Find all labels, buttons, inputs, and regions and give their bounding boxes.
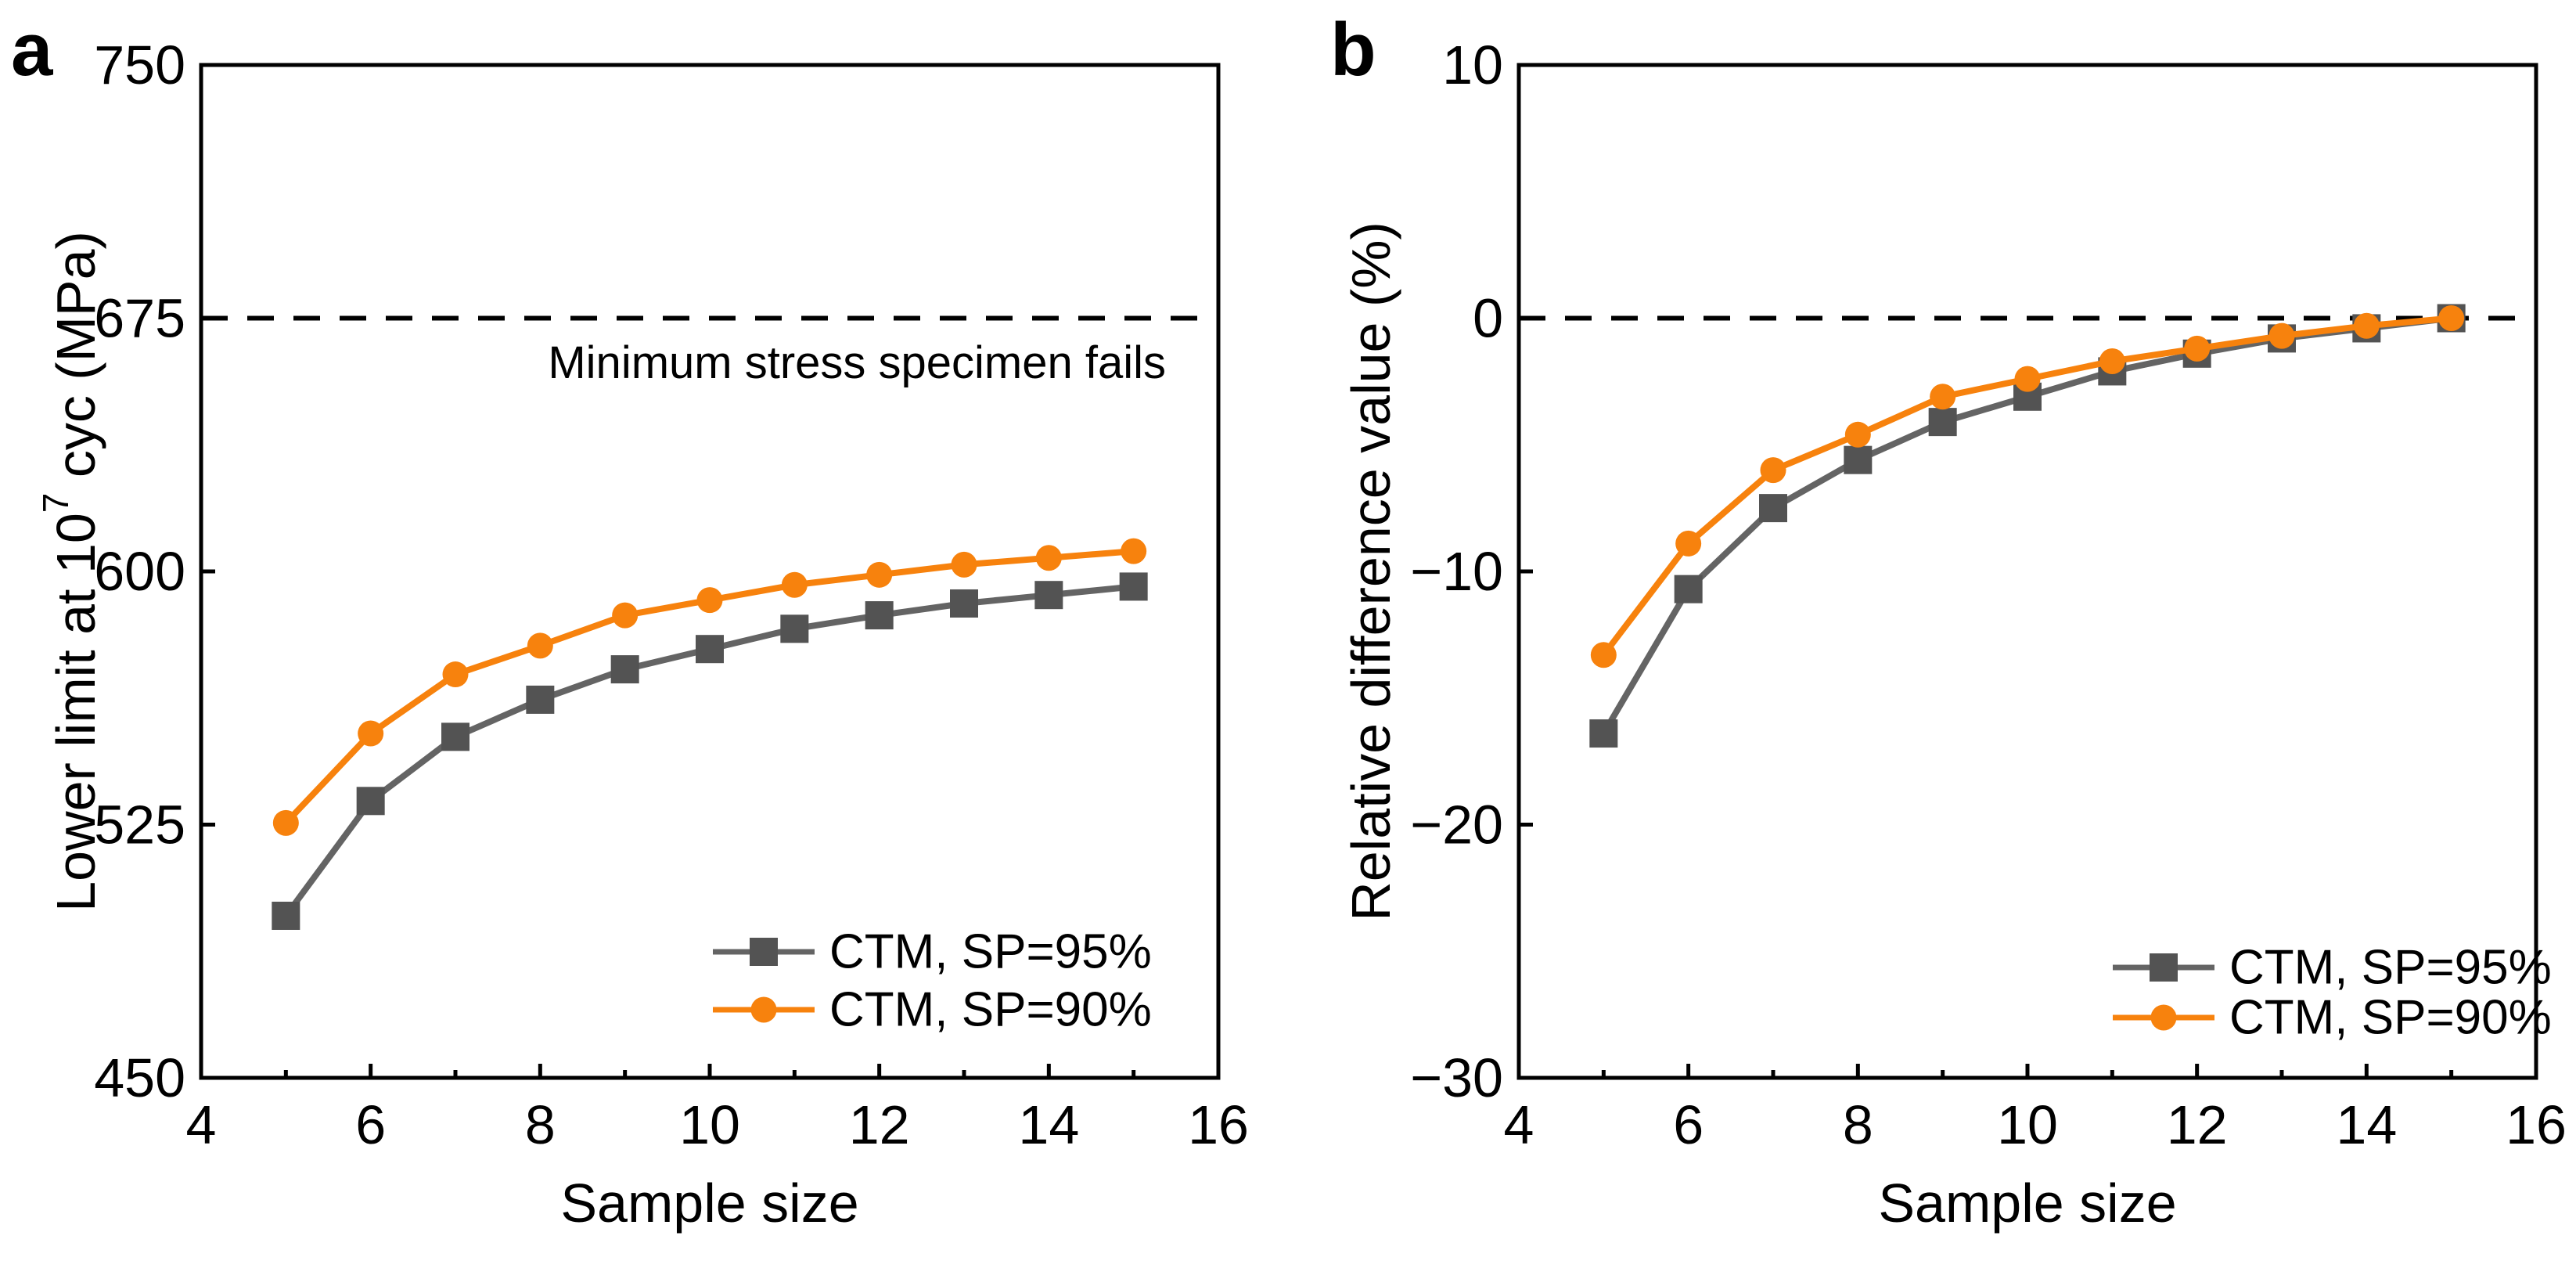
circle-marker — [1930, 384, 1956, 410]
panel-a: a 4 6 8 10 12 14 16 450 525 600 675 750 Sample size Lo… — [11, 8, 1249, 1234]
square-marker — [1034, 581, 1063, 610]
circle-marker — [442, 661, 469, 688]
circle-marker — [2438, 305, 2465, 331]
circle-marker — [2353, 312, 2380, 339]
legend-square-marker — [2150, 953, 2178, 982]
x-axis-title-a: Sample size — [560, 1173, 858, 1234]
square-marker — [865, 601, 894, 630]
square-marker — [441, 722, 470, 751]
x-tick-label: 14 — [1018, 1094, 1079, 1155]
circle-marker — [1590, 642, 1617, 668]
legend-a: CTM, SP=95%CTM, SP=90% — [713, 925, 1152, 1037]
square-marker — [272, 901, 300, 930]
y-tick-label: 525 — [94, 794, 185, 856]
legend-item-ctm-sp90: CTM, SP=90% — [2113, 991, 2552, 1045]
square-marker — [1844, 445, 1873, 474]
y-tick-label: 600 — [94, 541, 185, 602]
square-marker — [1759, 494, 1787, 523]
square-marker — [526, 685, 555, 714]
square-marker — [696, 635, 724, 664]
circle-marker — [2014, 366, 2041, 392]
y-axis-title-b: Relative difference value (%) — [1340, 222, 1401, 921]
y-tick-label: −10 — [1410, 541, 1503, 602]
legend-square-marker — [750, 938, 778, 966]
legend-circle-marker — [2150, 1004, 2177, 1031]
square-marker — [1119, 572, 1148, 601]
square-marker — [1674, 575, 1703, 603]
series-ctm-sp90-b — [1590, 305, 2465, 668]
x-tick-label: 16 — [2506, 1094, 2567, 1155]
y-tick-label: −30 — [1410, 1047, 1503, 1108]
legend-item-ctm-sp95: CTM, SP=95% — [713, 925, 1152, 979]
x-tick-label: 4 — [1504, 1094, 1534, 1155]
x-tick-label: 4 — [186, 1094, 217, 1155]
circle-marker — [2099, 348, 2125, 374]
square-marker — [356, 787, 385, 816]
square-marker — [780, 614, 809, 643]
legend-label: CTM, SP=90% — [829, 983, 1152, 1037]
circle-marker — [2184, 335, 2211, 362]
circle-marker — [951, 551, 977, 578]
y-tick-label: 450 — [94, 1047, 185, 1108]
circle-marker — [2268, 322, 2295, 349]
x-tick-label: 8 — [1843, 1094, 1873, 1155]
y-tick-label: 675 — [94, 288, 185, 349]
y-tick-label: −20 — [1410, 794, 1503, 856]
legend-item-ctm-sp90: CTM, SP=90% — [713, 983, 1152, 1037]
circle-marker — [1121, 538, 1147, 564]
x-tick-label: 10 — [1997, 1094, 2058, 1155]
x-tick-label: 6 — [355, 1094, 386, 1155]
circle-marker — [781, 571, 808, 598]
y-tick-label: 10 — [1442, 34, 1503, 95]
circle-marker — [1844, 421, 1871, 448]
x-tick-label: 6 — [1673, 1094, 1704, 1155]
panel-letter-a: a — [11, 8, 53, 92]
reference-line-label: Minimum stress specimen fails — [548, 337, 1166, 388]
panel-b: b 4 6 8 10 12 14 16 −30 −20 −10 0 10 Sample size Relat… — [1330, 8, 2567, 1234]
square-marker — [1928, 408, 1957, 437]
legend-b: CTM, SP=95%CTM, SP=90% — [2113, 941, 2552, 1045]
plot-frame-b — [1516, 63, 2538, 1080]
x-tick-label: 12 — [2167, 1094, 2228, 1155]
circle-marker — [527, 632, 553, 659]
circle-marker — [1760, 457, 1786, 484]
x-tick-label: 10 — [679, 1094, 740, 1155]
y-tick-label: 0 — [1473, 288, 1503, 349]
y-tick-label: 750 — [94, 34, 185, 95]
circle-marker — [612, 602, 639, 629]
legend-label: CTM, SP=95% — [829, 925, 1152, 979]
x-tick-label: 8 — [525, 1094, 556, 1155]
legend-label: CTM, SP=90% — [2229, 991, 2552, 1045]
circle-marker — [696, 587, 723, 614]
legend-label: CTM, SP=95% — [2229, 941, 2552, 995]
series-ctm-sp95-a — [272, 572, 1148, 930]
legend-circle-marker — [750, 996, 777, 1023]
square-marker — [610, 655, 639, 684]
circle-marker — [866, 561, 893, 588]
circle-marker — [272, 809, 299, 836]
x-tick-label: 16 — [1188, 1094, 1249, 1155]
circle-marker — [1675, 530, 1702, 557]
x-tick-label: 12 — [849, 1094, 910, 1155]
square-marker — [1589, 719, 1618, 748]
square-marker — [950, 589, 978, 618]
circle-marker — [1035, 545, 1062, 571]
circle-marker — [358, 720, 384, 747]
x-axis-title-b: Sample size — [1878, 1173, 2176, 1234]
panel-letter-b: b — [1330, 8, 1376, 92]
series-ctm-sp90-a — [272, 538, 1147, 836]
legend-item-ctm-sp95: CTM, SP=95% — [2113, 941, 2552, 995]
y-axis-title-a: Lower limit at 107 cyc (MPa) — [35, 231, 106, 912]
x-tick-label: 14 — [2336, 1094, 2397, 1155]
